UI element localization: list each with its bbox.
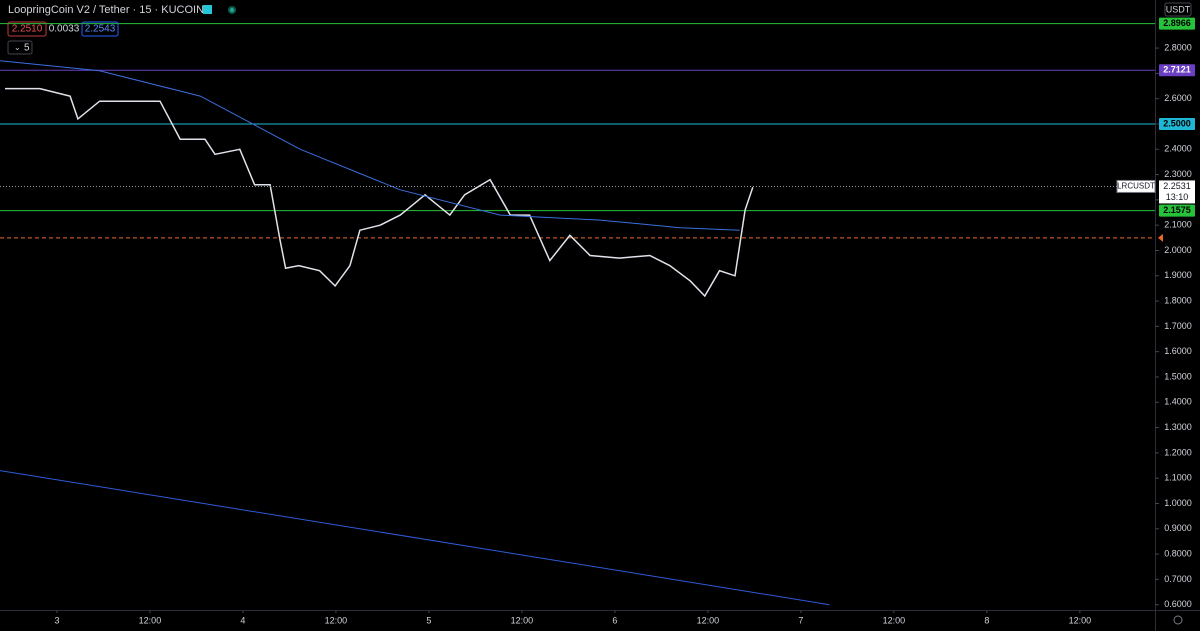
price-tag (1159, 180, 1195, 204)
x-tick-label: 3 (54, 615, 59, 625)
last-price-label: 2.2531 (1163, 181, 1191, 191)
y-tick-label: 0.8000 (1164, 548, 1192, 558)
y-tick-label: 0.9000 (1164, 523, 1192, 533)
symbol-tag (1116, 179, 1156, 193)
y-tick-label: 2.4000 (1164, 144, 1192, 154)
bid-value: 2.2510 (12, 24, 43, 35)
chevron: ⌄ (14, 43, 21, 52)
y-tick-label: 1.1000 (1164, 473, 1192, 483)
ask-box (81, 21, 119, 37)
level-label: 2.8966 (1163, 18, 1191, 28)
level-label: 2.1575 (1163, 205, 1191, 215)
countdown: 13:10 (1166, 192, 1189, 202)
indicator-count: 5 (24, 43, 30, 54)
level-tag (1159, 17, 1195, 30)
y-tick-label: 1.5000 (1164, 371, 1192, 381)
flag-icon (203, 5, 212, 14)
series-line (0, 60, 740, 231)
symbol-title: LoopringCoin V2 / Tether · 15 · KUCOIN (8, 4, 204, 16)
level-marker (1158, 233, 1163, 242)
settings-icon[interactable] (1173, 615, 1183, 625)
y-tick-label: 2.8000 (1164, 42, 1192, 52)
y-tick-label: 2.1000 (1164, 220, 1192, 230)
currency-box[interactable] (1164, 2, 1192, 17)
y-tick-label: 1.2000 (1164, 447, 1192, 457)
y-tick-label: 2.0000 (1164, 245, 1192, 255)
level-tag (1159, 64, 1195, 77)
y-tick-label: 1.8000 (1164, 295, 1192, 305)
x-tick-label: 12:00 (139, 615, 162, 625)
y-tick-label: 1.3000 (1164, 422, 1192, 432)
y-tick-label: 1.0000 (1164, 498, 1192, 508)
x-tick-label: 12:00 (325, 615, 348, 625)
level-tag (1159, 204, 1195, 217)
series-line (0, 470, 830, 606)
ask-value: 2.2543 (85, 24, 116, 35)
y-tick-label: 0.7000 (1164, 574, 1192, 584)
x-tick-label: 12:00 (511, 615, 534, 625)
x-tick-label: 6 (612, 615, 617, 625)
x-tick-label: 12:00 (883, 615, 906, 625)
level-tag (1159, 117, 1195, 130)
series-line (5, 87, 754, 298)
spread-value: 0.0033 (49, 24, 80, 35)
bid-box (7, 21, 47, 37)
y-tick-label: 1.6000 (1164, 346, 1192, 356)
y-tick-label: 1.9000 (1164, 270, 1192, 280)
x-tick-label: 8 (984, 615, 989, 625)
indicator-toggle[interactable] (7, 40, 33, 55)
y-tick-label: 1.4000 (1164, 397, 1192, 407)
x-tick-label: 12:00 (697, 615, 720, 625)
y-tick-label: 1.7000 (1164, 321, 1192, 331)
x-tick-label: 12:00 (1069, 615, 1092, 625)
x-tick-label: 7 (798, 615, 803, 625)
symbol-label: LRCUSDT (1117, 182, 1155, 191)
x-tick-label: 4 (240, 615, 245, 625)
y-tick-label: 2.6000 (1164, 93, 1192, 103)
level-label: 2.7121 (1163, 65, 1191, 75)
currency: USDT (1166, 4, 1191, 14)
y-tick-label: 2.3000 (1164, 169, 1192, 179)
x-tick-label: 5 (426, 615, 431, 625)
y-tick-label: 0.6000 (1164, 599, 1192, 609)
plot-area (0, 23, 1155, 606)
status-dot-inner (230, 8, 234, 12)
level-label: 2.5000 (1163, 118, 1191, 128)
